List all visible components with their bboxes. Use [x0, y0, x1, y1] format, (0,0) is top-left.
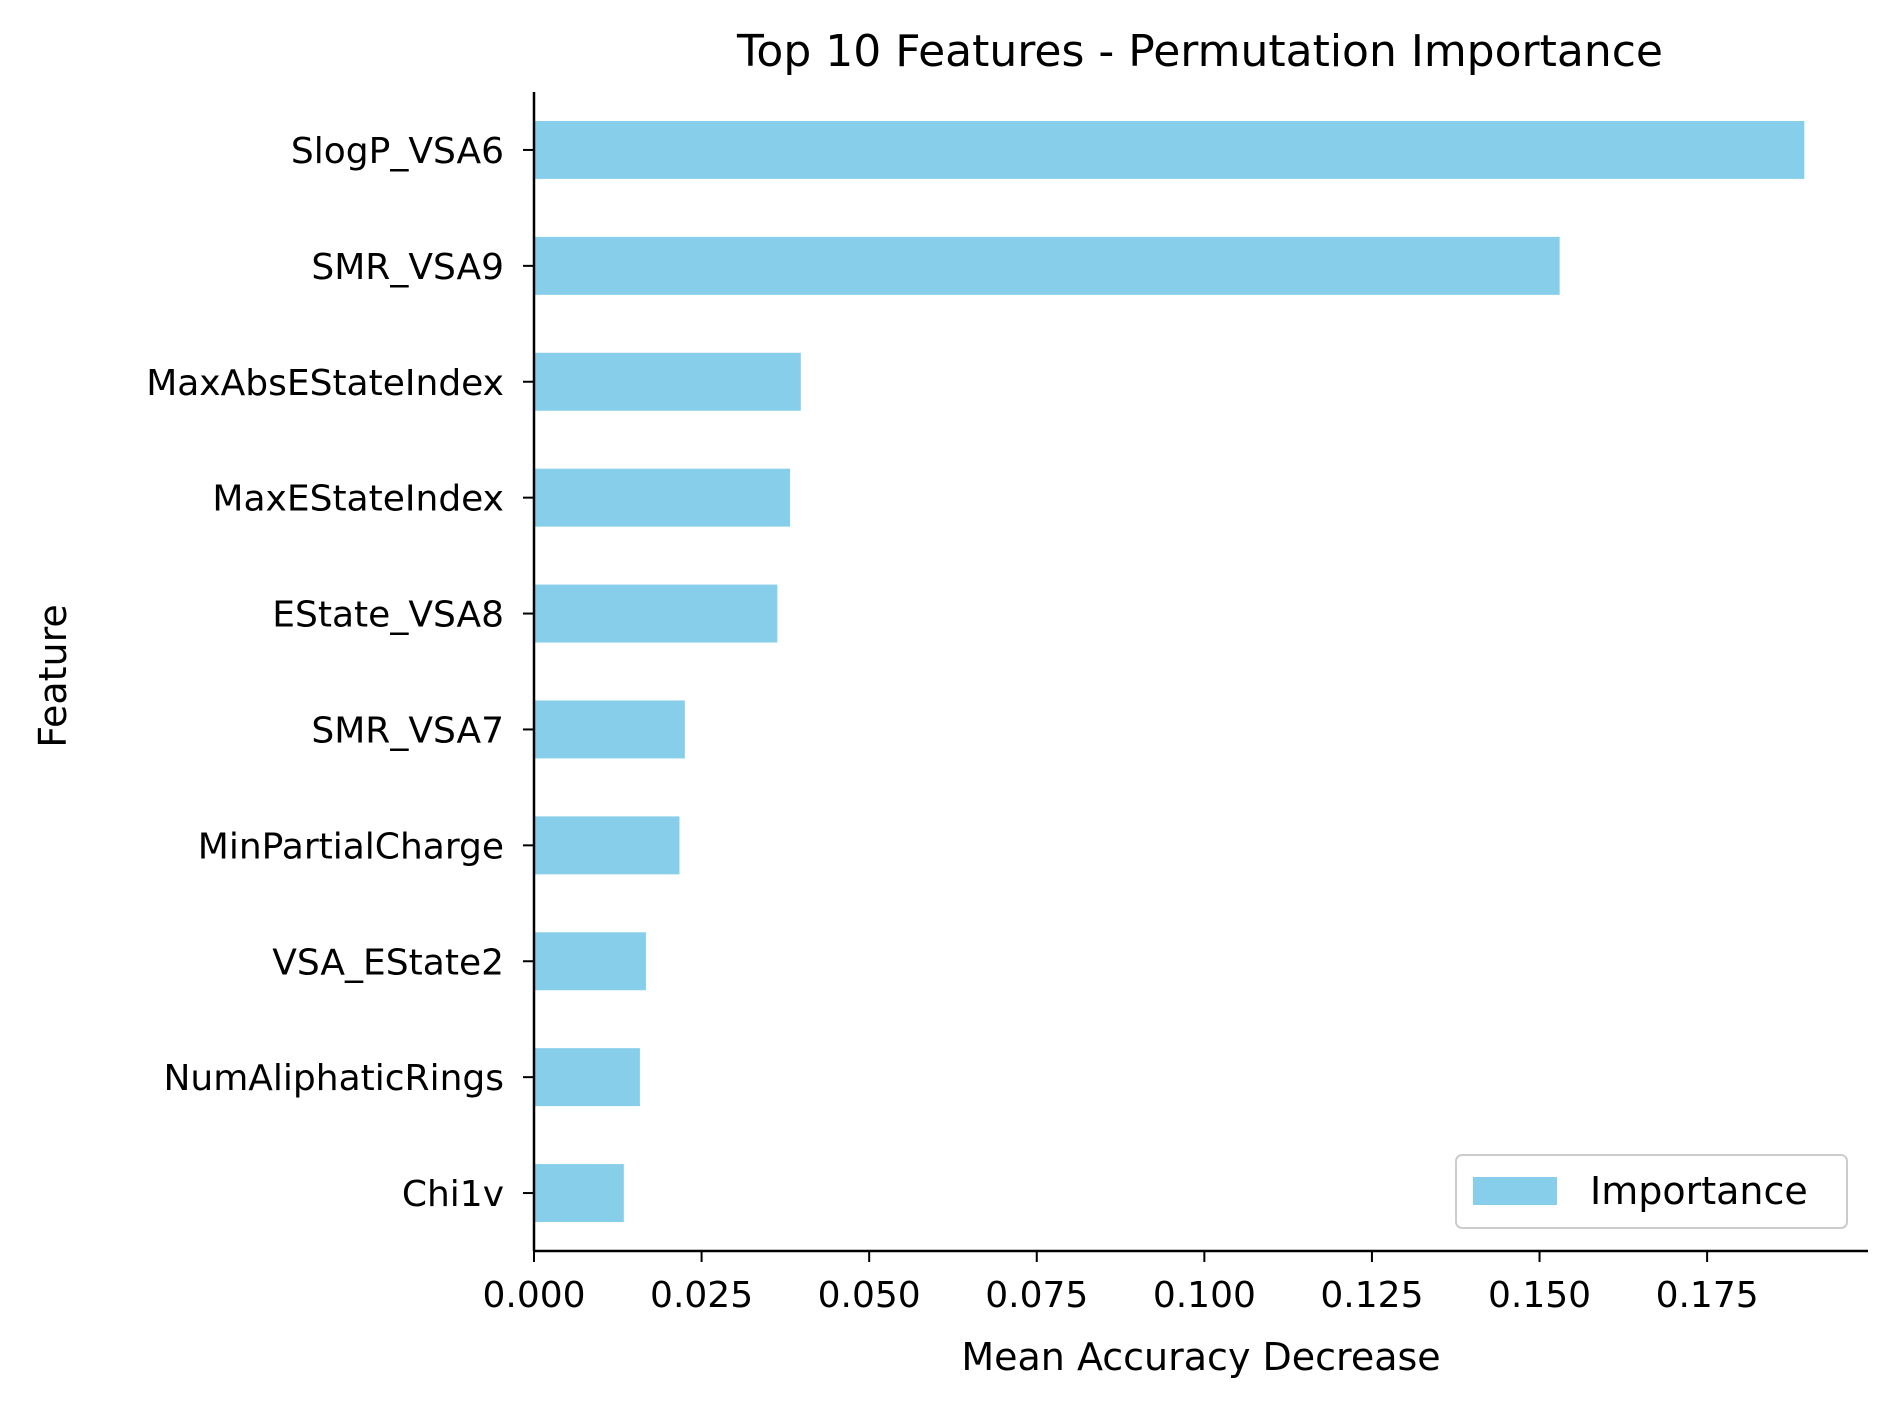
x-tick-label: 0.175 — [1656, 1275, 1759, 1316]
x-tick-label: 0.125 — [1320, 1275, 1423, 1316]
x-tick-label: 0.100 — [1153, 1275, 1256, 1316]
bar-Chi1v — [534, 1164, 624, 1223]
x-ticks-group: 0.000 0.025 0.050 0.075 0.100 0.125 0.150 0.175 — [482, 1251, 1759, 1316]
x-tick-label: 0.075 — [985, 1275, 1088, 1316]
y-tick-label: MaxEStateIndex — [212, 479, 504, 520]
bar-MaxEStateIndex — [534, 468, 791, 527]
y-axis-label: Feature — [31, 604, 75, 748]
y-tick-label: EState_VSA8 — [272, 595, 504, 636]
y-tick-label: VSA_EState2 — [272, 942, 504, 983]
legend-box — [1455, 1154, 1848, 1229]
x-tick-label: 0.150 — [1488, 1275, 1591, 1316]
bar-SMR_VSA9 — [534, 236, 1560, 295]
y-tick-label: SMR_VSA9 — [311, 247, 504, 288]
y-tick-label: NumAliphaticRings — [163, 1058, 504, 1099]
y-tick-label: SlogP_VSA6 — [291, 131, 504, 172]
bar-MinPartialCharge — [534, 816, 680, 875]
bars-group — [534, 120, 1805, 1223]
bar-NumAliphaticRings — [534, 1048, 640, 1107]
y-ticks-group: SlogP_VSA6 SMR_VSA9 MaxAbsEStateIndex MaxES… — [146, 131, 534, 1215]
x-tick-label: 0.050 — [818, 1275, 921, 1316]
bar-SlogP_VSA6 — [534, 120, 1805, 179]
legend-label-importance: Importance — [1590, 1169, 1808, 1213]
bar-SMR_VSA7 — [534, 700, 685, 759]
x-tick-label: 0.000 — [482, 1275, 585, 1316]
y-tick-label: MaxAbsEStateIndex — [146, 363, 504, 404]
y-tick-label: MinPartialCharge — [198, 826, 504, 867]
bar-EState_VSA8 — [534, 584, 778, 643]
bar-VSA_EState2 — [534, 932, 646, 991]
y-tick-label: SMR_VSA7 — [311, 710, 504, 751]
y-tick-label: Chi1v — [402, 1174, 504, 1215]
legend: Importance — [1455, 1154, 1848, 1229]
chart-title: Top 10 Features - Permutation Importance — [736, 26, 1663, 77]
x-tick-label: 0.025 — [650, 1275, 753, 1316]
x-axis-label: Mean Accuracy Decrease — [961, 1335, 1440, 1379]
legend-swatch — [1473, 1177, 1557, 1205]
bar-MaxAbsEStateIndex — [534, 352, 801, 411]
